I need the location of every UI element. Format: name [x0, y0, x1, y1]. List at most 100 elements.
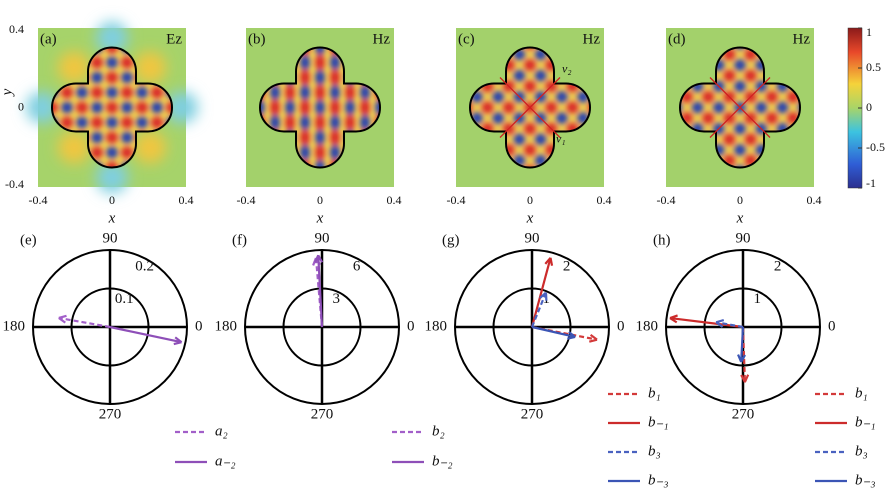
field-cell	[755, 101, 768, 114]
field-cell	[151, 116, 163, 129]
field-cell	[300, 84, 310, 101]
field-halo	[134, 51, 166, 84]
field-cell	[345, 99, 355, 116]
angle-label: 90	[736, 230, 751, 246]
field-cell	[91, 146, 103, 159]
legend-label: b₋₃	[855, 472, 876, 488]
field-cell	[744, 69, 757, 82]
x-tick-label: 0	[109, 193, 115, 207]
field-cell	[52, 101, 58, 114]
arrow-head	[539, 291, 548, 301]
legend-label: b₋₃	[648, 472, 669, 488]
field-cell	[702, 112, 715, 125]
field-cell	[360, 99, 370, 116]
field-cell	[106, 116, 118, 129]
legend-label: b₃	[648, 443, 661, 459]
annotation: v₁	[556, 131, 566, 145]
field-cell	[106, 47, 118, 54]
arrow-head	[567, 331, 576, 340]
field-cell	[121, 146, 133, 159]
panel-label: (c)	[458, 31, 475, 47]
arrow-shaft	[715, 321, 744, 329]
arrow-head	[715, 319, 725, 328]
field-cell	[270, 114, 280, 131]
panel-label: (e)	[20, 232, 37, 248]
y-tick-label: -0.4	[5, 177, 24, 191]
field-halo	[58, 131, 90, 164]
angle-label: 90	[315, 230, 330, 246]
field-cell	[765, 90, 778, 103]
colorbar-tick-label: -1	[866, 176, 876, 190]
x-axis-label: x	[316, 210, 324, 226]
angle-label: 180	[636, 318, 659, 334]
field-cell	[566, 101, 579, 114]
radial-tick-label: 2	[563, 259, 571, 275]
arrow-head	[740, 374, 750, 383]
boundary	[51, 46, 173, 169]
angle-label: 180	[215, 318, 238, 334]
field-cell	[76, 86, 88, 99]
legend-label: b₁	[648, 385, 661, 401]
field-cell	[330, 129, 340, 146]
field-cell	[330, 144, 340, 161]
field-cell	[315, 47, 325, 56]
field-cell	[315, 129, 325, 146]
field-cell	[734, 122, 746, 135]
legend-label: b₋₁	[855, 414, 876, 430]
angle-label: 90	[103, 230, 118, 246]
field-cell	[513, 69, 526, 82]
field-cell	[734, 59, 747, 72]
field-cell	[106, 146, 118, 159]
field-cell	[91, 86, 103, 99]
field-cell	[300, 114, 310, 131]
x-axis-label: x	[526, 210, 534, 226]
phasor-arrow	[530, 257, 554, 328]
field-cell	[555, 112, 568, 125]
field-cell	[91, 71, 103, 84]
arrow-head	[737, 354, 746, 363]
legend-label: a₋₂	[215, 453, 236, 469]
field-cell	[555, 90, 568, 103]
legend-label: b₋₁	[648, 414, 669, 430]
phasor-arrow	[531, 325, 576, 340]
field-name: Hz	[373, 31, 391, 47]
legend-label: b₂	[432, 423, 445, 439]
field-cell	[524, 143, 536, 156]
field-cell	[723, 69, 736, 82]
field-cell	[776, 101, 789, 114]
x-tick-label: -0.4	[657, 193, 676, 207]
phasor-arrow	[314, 254, 324, 328]
arrow-shaft	[530, 292, 547, 328]
field-cell	[765, 112, 778, 125]
arrow-shaft	[58, 316, 111, 329]
x-tick-label: 0.4	[179, 193, 194, 207]
field-halo	[58, 51, 90, 84]
field-cell	[300, 144, 310, 161]
x-tick-label: -0.4	[447, 193, 466, 207]
field-cell	[106, 131, 118, 144]
x-axis-label: x	[108, 210, 116, 226]
field-cell	[91, 131, 103, 144]
field-cell	[647, 99, 664, 116]
field-halo	[96, 21, 128, 54]
field-cell	[61, 86, 73, 99]
arrow-head	[588, 333, 598, 343]
field-cell	[106, 86, 118, 99]
legend-label: b₋₂	[432, 453, 453, 469]
phasor-arrow	[109, 325, 183, 346]
field-halo	[134, 131, 166, 164]
angle-label: 270	[99, 406, 122, 422]
y-tick-label: 0.4	[9, 22, 24, 36]
arrow-shaft	[530, 257, 552, 328]
field-cell	[76, 101, 88, 114]
field-cell	[330, 69, 340, 86]
field-cell	[816, 99, 833, 116]
field-cell	[136, 116, 148, 129]
field-cell	[315, 69, 325, 86]
field-halo	[26, 91, 58, 124]
field-cell	[270, 84, 280, 101]
panel-label: (d)	[668, 31, 686, 47]
field-cell	[136, 86, 148, 99]
angle-label: 180	[425, 318, 448, 334]
panel-label: (b)	[248, 31, 266, 47]
